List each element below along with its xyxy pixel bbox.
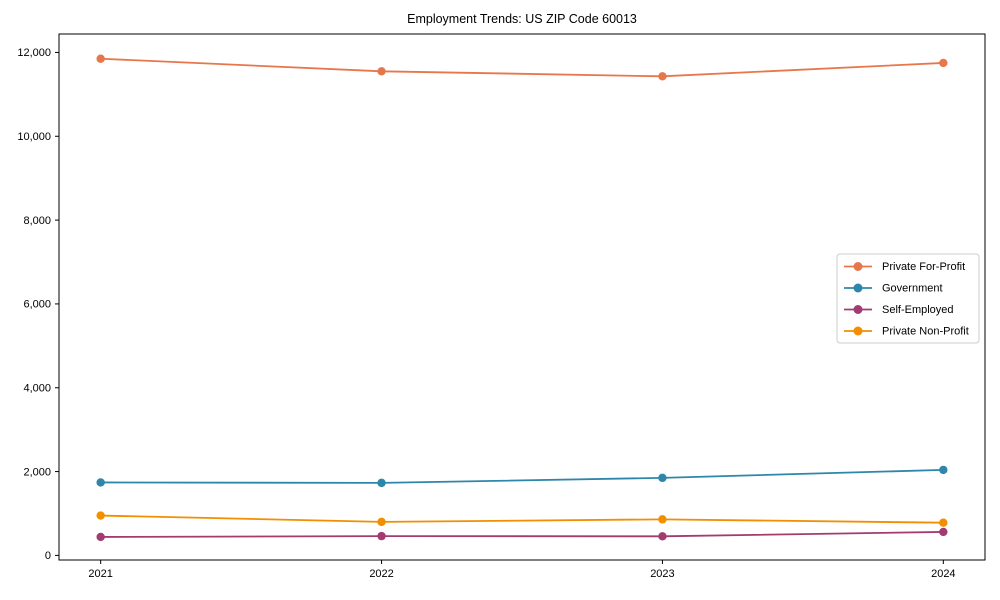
plot-border <box>58 33 986 561</box>
y-axis-tick-label: 8,000 <box>23 215 51 227</box>
legend-marker-private-non-profit <box>853 326 863 336</box>
data-point-private-for-profit-2023 <box>658 72 667 81</box>
legend-label-government: Government <box>882 283 943 295</box>
data-point-private-for-profit-2021 <box>96 54 105 63</box>
data-point-private-non-profit-2021 <box>96 511 105 520</box>
data-point-government-2021 <box>96 478 105 487</box>
data-point-government-2022 <box>377 478 386 488</box>
data-point-self-employed-2024 <box>939 527 948 537</box>
data-point-self-employed-2022 <box>377 531 386 541</box>
legend-label-private-non-profit: Private Non-Profit <box>882 326 969 338</box>
legend-marker-private-for-profit <box>853 262 863 271</box>
y-axis-tick-label: 10,000 <box>17 131 51 143</box>
y-axis-tick-label: 6,000 <box>23 299 51 311</box>
legend-label-self-employed: Self-Employed <box>882 304 954 316</box>
series-line-private-non-profit <box>100 514 944 524</box>
data-point-government-2024 <box>939 465 948 475</box>
data-point-government-2023 <box>658 473 667 483</box>
x-axis-tick-label: 2022 <box>369 568 393 580</box>
legend-label-private-for-profit: Private For-Profit <box>882 261 965 273</box>
data-point-private-for-profit-2024 <box>939 58 948 68</box>
chart-title: Employment Trends: US ZIP Code 60013 <box>407 12 637 26</box>
legend <box>836 253 980 344</box>
data-point-self-employed-2021 <box>96 532 105 542</box>
x-axis-tick-label: 2021 <box>88 568 112 580</box>
series-line-government <box>100 468 944 484</box>
x-axis-tick-label: 2023 <box>650 568 674 580</box>
data-point-private-for-profit-2022 <box>377 67 386 76</box>
legend-marker-self-employed <box>853 305 863 314</box>
y-axis-tick-label: 2,000 <box>23 466 51 478</box>
data-point-private-non-profit-2023 <box>658 515 667 524</box>
series-line-private-for-profit <box>100 57 944 78</box>
data-point-self-employed-2023 <box>658 532 667 541</box>
y-axis-tick-label: 4,000 <box>23 382 51 394</box>
data-point-private-non-profit-2022 <box>377 517 386 527</box>
y-axis-tick-label: 12,000 <box>17 47 51 59</box>
series-line-self-employed <box>100 531 944 538</box>
legend-marker-government <box>853 283 863 293</box>
y-axis-tick-label: 0 <box>45 550 51 562</box>
data-point-private-non-profit-2024 <box>939 518 948 527</box>
x-axis-tick-label: 2024 <box>931 568 955 580</box>
